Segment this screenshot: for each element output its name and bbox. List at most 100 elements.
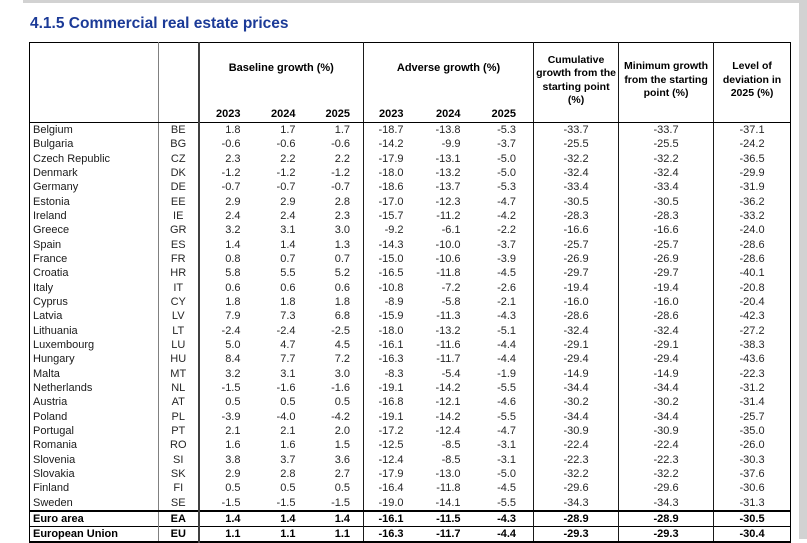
- minimum-growth-value: -30.9: [618, 423, 714, 439]
- table-row: Portugal PT 2.1 2.1 2.0 -17.2 -12.4 -4.7 -30.9 -3…: [30, 423, 791, 439]
- baseline-2023-value: -1.2: [197, 165, 254, 181]
- baseline-2024-value: 5.5: [280, 267, 296, 280]
- adverse-2025-value: -5.5: [497, 382, 517, 395]
- deviation-2025-value: -31.2: [713, 380, 791, 396]
- adverse-2023-value: -19.0: [363, 495, 421, 511]
- deviation-2025-value: -37.6: [713, 466, 791, 482]
- adverse-2025-value: -3.1: [497, 453, 517, 466]
- baseline-2025-value: 0.6: [334, 281, 351, 294]
- baseline-2023-value: 1.1: [197, 525, 254, 542]
- adverse-2023-value: -16.1: [363, 337, 421, 353]
- baseline-2025-value: -4.2: [331, 410, 351, 423]
- baseline-2025-value: 0.7: [334, 252, 351, 265]
- adverse-2023-value: -18.7: [363, 122, 421, 137]
- country-name: Cyprus: [33, 295, 68, 308]
- minimum-growth-value: -16.0: [618, 294, 714, 310]
- country-code: SI: [158, 452, 199, 467]
- cumulative-growth-value: -19.4: [533, 280, 619, 295]
- deviation-header: Level of deviation in 2025 (%): [713, 42, 791, 123]
- minimum-growth-value: -26.9: [618, 251, 714, 267]
- country-code: IT: [158, 280, 199, 295]
- baseline-2025-value: 6.8: [334, 310, 351, 323]
- adverse-2023-value: -17.0: [363, 194, 421, 209]
- page-edge-right: [799, 0, 807, 539]
- adverse-2024-value: -8.5: [441, 439, 461, 452]
- baseline-2025-value: 4.5: [334, 338, 351, 351]
- baseline-2025-value: -1.6: [331, 382, 351, 395]
- country-code: BE: [158, 122, 199, 137]
- baseline-2024-value: 7.3: [280, 310, 296, 323]
- adverse-2025-value: -2.2: [497, 224, 517, 237]
- adverse-2024-value: -13.0: [435, 468, 461, 481]
- baseline-2023-value: 1.6: [197, 438, 254, 453]
- adverse-2023-value: -8.3: [363, 366, 421, 381]
- baseline-2023-value: 1.4: [197, 237, 254, 252]
- country-name: Finland: [33, 482, 70, 495]
- adverse-2025-value: -2.6: [497, 281, 517, 294]
- cumulative-growth-value: -29.1: [533, 337, 619, 353]
- table-row: Belgium BE 1.8 1.7 1.7 -18.7 -13.8 -5.3 -33.7 -33…: [30, 122, 791, 137]
- cumulative-growth-value: -16.6: [533, 223, 619, 238]
- baseline-2025-value: 1.4: [308, 509, 364, 527]
- adverse-2023-value: -16.3: [363, 352, 421, 367]
- adverse-2024-value: -10.0: [435, 238, 461, 251]
- minimum-growth-value: -25.7: [618, 237, 714, 252]
- table-header: Baseline growth (%) Adverse growth (%) C…: [29, 42, 791, 123]
- cumulative-growth-value: -32.4: [533, 165, 619, 181]
- adverse-2024-value: -11.6: [436, 338, 461, 351]
- baseline-2025-value: 1.1: [308, 525, 364, 542]
- country-name: Belgium: [33, 124, 73, 136]
- adverse-2025-value: -1.9: [497, 367, 517, 380]
- baseline-2024-value: 3.1: [280, 224, 296, 237]
- baseline-2025-value: 3.0: [334, 224, 351, 237]
- country-name: Hungary: [33, 353, 75, 366]
- table-row: Lithuania LT -2.4 -2.4 -2.5 -18.0 -13.2 -5.1 -32…: [30, 323, 791, 338]
- deviation-2025-value: -43.6: [713, 352, 791, 367]
- adverse-2023-value: -16.4: [363, 481, 421, 496]
- baseline-2024-value: -1.2: [276, 166, 296, 179]
- cre-prices-table: Baseline growth (%) Adverse growth (%) C…: [29, 42, 792, 543]
- country-name: Greece: [33, 224, 70, 237]
- baseline-2023-value: 2.4: [197, 208, 254, 224]
- baseline-2025-value: 0.5: [334, 396, 351, 409]
- deviation-2025-value: -38.3: [713, 337, 791, 353]
- adverse-2025-value: -5.3: [497, 181, 517, 194]
- header-row-years: 2023 2024 2025 2023 2024 2025: [30, 105, 791, 123]
- table-row: Croatia HR 5.8 5.5 5.2 -16.5 -11.8 -4.5 -29.7 -29…: [30, 266, 791, 281]
- country-code: EU: [158, 525, 199, 542]
- baseline-2025-value: 1.5: [334, 439, 351, 452]
- adverse-2023-value: -16.8: [363, 395, 421, 410]
- country-name: Lithuania: [33, 324, 78, 337]
- country-name: Denmark: [33, 166, 78, 179]
- baseline-2023-value: 0.8: [197, 251, 254, 267]
- country-code: MT: [158, 366, 199, 381]
- adverse-2024-value: -11.3: [436, 310, 461, 323]
- page-title: 4.1.5 Commercial real estate prices: [30, 15, 289, 33]
- adverse-2024-value: -14.2: [435, 382, 461, 395]
- baseline-year-2025-header: 2025: [308, 105, 364, 123]
- country-name: Bulgaria: [33, 138, 74, 151]
- deviation-2025-value: -20.4: [713, 294, 791, 310]
- country-name: Malta: [33, 367, 60, 380]
- minimum-growth-value: -19.4: [618, 280, 714, 295]
- baseline-2025-value: 2.8: [334, 195, 351, 208]
- adverse-2024-value: -13.7: [435, 181, 461, 194]
- country-name: Sweden: [33, 496, 73, 509]
- adverse-2024-value: -11.7: [420, 525, 478, 542]
- baseline-2025-value: -0.7: [331, 181, 351, 194]
- baseline-2023-value: 0.6: [197, 280, 254, 295]
- adverse-2024-value: -13.1: [435, 152, 461, 165]
- baseline-2023-value: 5.0: [197, 337, 254, 353]
- baseline-2024-value: 1.7: [280, 124, 296, 136]
- cumulative-growth-value: -22.4: [533, 438, 619, 453]
- adverse-year-2025-header: 2025: [477, 105, 534, 123]
- adverse-2024-value: -5.4: [441, 367, 461, 380]
- baseline-2023-value: -3.9: [197, 409, 254, 424]
- baseline-2025-value: -1.5: [331, 496, 351, 509]
- baseline-2023-value: 3.8: [197, 452, 254, 467]
- country-code: CZ: [158, 151, 199, 166]
- adverse-2025-value: -3.7: [497, 238, 517, 251]
- baseline-year-2024-header: 2024: [253, 105, 309, 123]
- cumulative-growth-value: -29.3: [533, 525, 619, 542]
- country-code: NL: [158, 380, 199, 396]
